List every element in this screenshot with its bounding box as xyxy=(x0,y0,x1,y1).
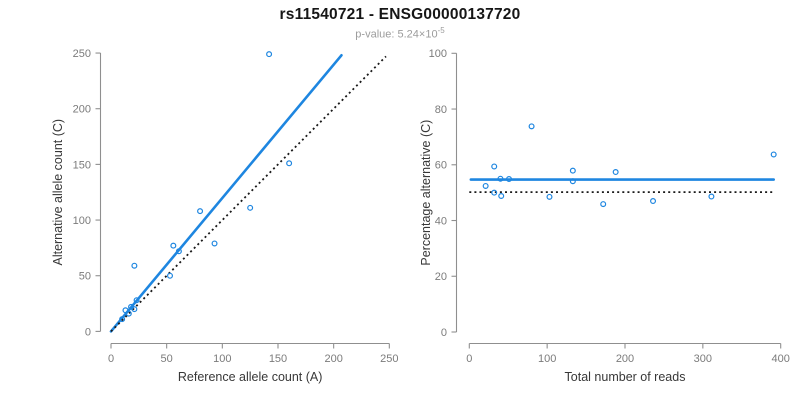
data-point xyxy=(167,272,174,279)
data-point xyxy=(491,163,498,170)
identity-line xyxy=(110,55,387,333)
y-tick-label: 40 xyxy=(435,215,447,227)
y-tick-label: 250 xyxy=(73,48,91,60)
y-axis: 0 50 100 150 200 250 xyxy=(73,48,102,338)
percentage-vs-reads-scatter: 0 20 40 60 80 100 0 100 200 300 400 Total number of… xyxy=(419,48,790,384)
data-point xyxy=(650,198,657,205)
data-point xyxy=(286,160,293,167)
x-tick-label: 300 xyxy=(694,353,712,365)
x-tick-label: 150 xyxy=(269,353,287,365)
data-point xyxy=(247,204,254,211)
data-points xyxy=(482,123,777,208)
y-tick-label: 150 xyxy=(73,159,91,171)
data-point xyxy=(569,167,576,174)
data-point xyxy=(133,297,140,304)
x-tick-label: 400 xyxy=(772,353,790,365)
y-tick-label: 20 xyxy=(435,271,447,283)
figure-title: rs11540721 - ENSG00000137720 xyxy=(279,6,521,23)
pvalue-text: p-value: 5.24×10 xyxy=(355,28,438,41)
data-point xyxy=(482,182,489,189)
pvalue-subtitle: p-value: 5.24×10-5 xyxy=(0,26,800,41)
x-axis-title: Total number of reads xyxy=(565,370,686,384)
y-axis: 0 20 40 60 80 100 xyxy=(429,48,458,339)
x-axis-title: Reference allele count (A) xyxy=(178,370,323,384)
x-axis: 0 100 200 300 400 xyxy=(466,342,790,365)
data-point xyxy=(125,310,132,317)
data-point xyxy=(708,193,715,200)
data-point xyxy=(131,306,138,313)
data-point xyxy=(211,240,218,247)
pvalue-exponent: -5 xyxy=(437,26,445,35)
data-point xyxy=(122,307,129,314)
data-point xyxy=(497,175,504,182)
data-point xyxy=(170,242,177,249)
data-point xyxy=(131,262,138,269)
y-tick-label: 100 xyxy=(429,48,447,60)
y-axis-title: Alternative allele count (C) xyxy=(51,119,65,266)
data-point xyxy=(569,178,576,185)
data-point xyxy=(175,248,182,255)
x-tick-label: 0 xyxy=(108,353,114,365)
data-point xyxy=(197,208,204,215)
x-tick-label: 50 xyxy=(161,353,173,365)
data-point xyxy=(266,51,273,58)
x-tick-label: 100 xyxy=(538,353,556,365)
y-axis-title: Percentage alternative (C) xyxy=(419,120,433,266)
y-tick-label: 200 xyxy=(73,104,91,116)
y-tick-label: 100 xyxy=(73,215,91,227)
data-point xyxy=(498,192,505,199)
y-tick-label: 60 xyxy=(435,160,447,172)
data-point xyxy=(506,175,513,182)
x-tick-label: 0 xyxy=(466,353,472,365)
data-point xyxy=(528,123,535,130)
allele-counts-scatter: 0 50 100 150 200 250 0 50 100 150 200 250 Reference … xyxy=(51,48,399,384)
x-tick-label: 200 xyxy=(324,353,342,365)
data-point xyxy=(770,151,777,158)
y-tick-label: 0 xyxy=(85,326,91,338)
data-point xyxy=(546,193,553,200)
x-tick-label: 250 xyxy=(380,353,398,365)
x-tick-label: 100 xyxy=(213,353,231,365)
x-axis: 0 50 100 150 200 250 xyxy=(108,342,399,365)
y-tick-label: 50 xyxy=(79,271,91,283)
y-tick-label: 0 xyxy=(441,327,447,339)
data-point xyxy=(600,201,607,208)
regression-line xyxy=(109,53,343,333)
data-point xyxy=(119,316,126,323)
y-tick-label: 80 xyxy=(435,104,447,116)
x-tick-label: 200 xyxy=(616,353,634,365)
data-point xyxy=(491,189,498,196)
data-point xyxy=(612,169,619,176)
data-points xyxy=(119,51,293,323)
